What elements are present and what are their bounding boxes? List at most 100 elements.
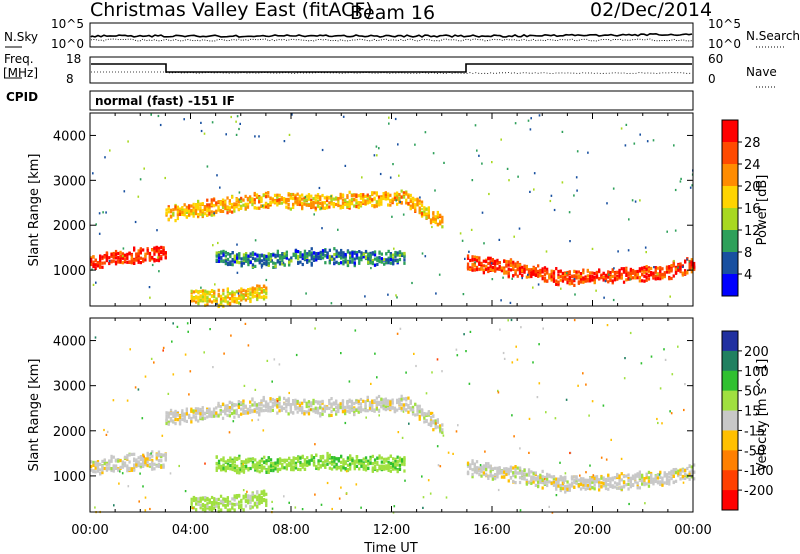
data-cell [144, 457, 147, 461]
nave-tick-bottom: 0 [708, 72, 716, 86]
data-cell [600, 481, 603, 485]
data-cell [384, 197, 387, 201]
data-cell [546, 474, 549, 478]
data-cell [378, 258, 381, 262]
data-cell [661, 272, 664, 276]
data-cell [231, 251, 234, 255]
data-cell [192, 214, 195, 218]
data-cell [441, 423, 444, 427]
data-cell [332, 408, 335, 412]
data-cell [292, 205, 295, 209]
colorbar-swatch [722, 450, 738, 471]
data-cell [217, 208, 220, 212]
data-cell [514, 262, 517, 266]
data-cell [200, 286, 202, 289]
data-cell [92, 463, 95, 467]
data-cell [625, 269, 628, 273]
data-cell [582, 271, 585, 275]
data-cell [416, 197, 419, 201]
data-cell [482, 467, 485, 471]
data-cell [401, 436, 404, 439]
data-cell [301, 411, 304, 415]
data-cell [602, 275, 605, 279]
data-cell [439, 465, 442, 468]
data-cell [523, 270, 526, 274]
data-cell [276, 196, 279, 200]
data-cell [427, 211, 430, 215]
data-cell [385, 457, 388, 461]
data-cell [468, 382, 471, 385]
data-cell [500, 471, 504, 475]
data-cell [251, 495, 254, 499]
data-cell [172, 211, 175, 216]
data-cell [176, 210, 179, 214]
data-cell [214, 283, 216, 286]
cpid-label: CPID [6, 90, 38, 104]
data-cell [357, 201, 360, 205]
data-cell [178, 207, 182, 211]
data-cell [394, 253, 397, 257]
data-cell [579, 277, 583, 281]
data-cell [324, 261, 327, 265]
data-cell [377, 200, 381, 204]
data-cell [604, 486, 608, 491]
data-cell [314, 206, 317, 210]
data-cell [586, 274, 589, 278]
data-cell [371, 191, 374, 195]
data-cell [346, 263, 350, 267]
data-cell [589, 274, 592, 278]
data-cell [235, 133, 238, 136]
data-cell [375, 200, 378, 204]
data-cell [157, 458, 161, 463]
data-cell [353, 193, 356, 197]
data-cell [478, 469, 481, 473]
data-cell [656, 273, 659, 276]
nsearch-tick-top: 10^5 [708, 17, 741, 31]
data-cell [380, 467, 383, 471]
data-cell [297, 261, 300, 265]
data-cell [217, 256, 221, 260]
data-cell [310, 455, 313, 459]
data-cell [362, 457, 365, 461]
data-cell [629, 267, 632, 271]
data-cell [233, 206, 236, 210]
data-cell [355, 458, 359, 462]
data-cell [436, 445, 439, 448]
data-cell [400, 195, 403, 199]
data-cell [253, 495, 257, 499]
data-cell [380, 401, 383, 405]
data-cell [139, 178, 142, 181]
data-cell [160, 459, 163, 463]
data-cell [253, 198, 256, 202]
data-cell [288, 501, 290, 504]
data-cell [253, 206, 256, 210]
data-cell [529, 190, 531, 193]
data-cell [423, 213, 426, 217]
data-cell [420, 204, 424, 208]
data-cell [190, 208, 193, 213]
data-cell [98, 232, 101, 235]
data-cell [591, 400, 594, 403]
data-cell [233, 260, 236, 264]
data-cell [150, 460, 153, 463]
data-cell [634, 478, 637, 482]
data-cell [629, 477, 632, 482]
data-cell [471, 266, 474, 270]
data-cell [391, 401, 394, 405]
date-label: 02/Dec/2014 [590, 0, 712, 21]
data-cell [325, 205, 329, 209]
data-cell [307, 404, 311, 408]
data-cell [494, 473, 497, 477]
data-cell [385, 459, 388, 463]
data-cell [533, 172, 536, 175]
data-cell [677, 474, 680, 478]
data-cell [133, 464, 136, 468]
data-cell [693, 267, 696, 271]
data-cell [263, 254, 266, 258]
data-cell [636, 484, 639, 488]
data-cell [217, 401, 220, 405]
data-cell [507, 319, 509, 322]
power-colorbar-label: Power [dB] [755, 175, 770, 246]
data-cell [500, 138, 502, 141]
data-cell [185, 419, 188, 423]
